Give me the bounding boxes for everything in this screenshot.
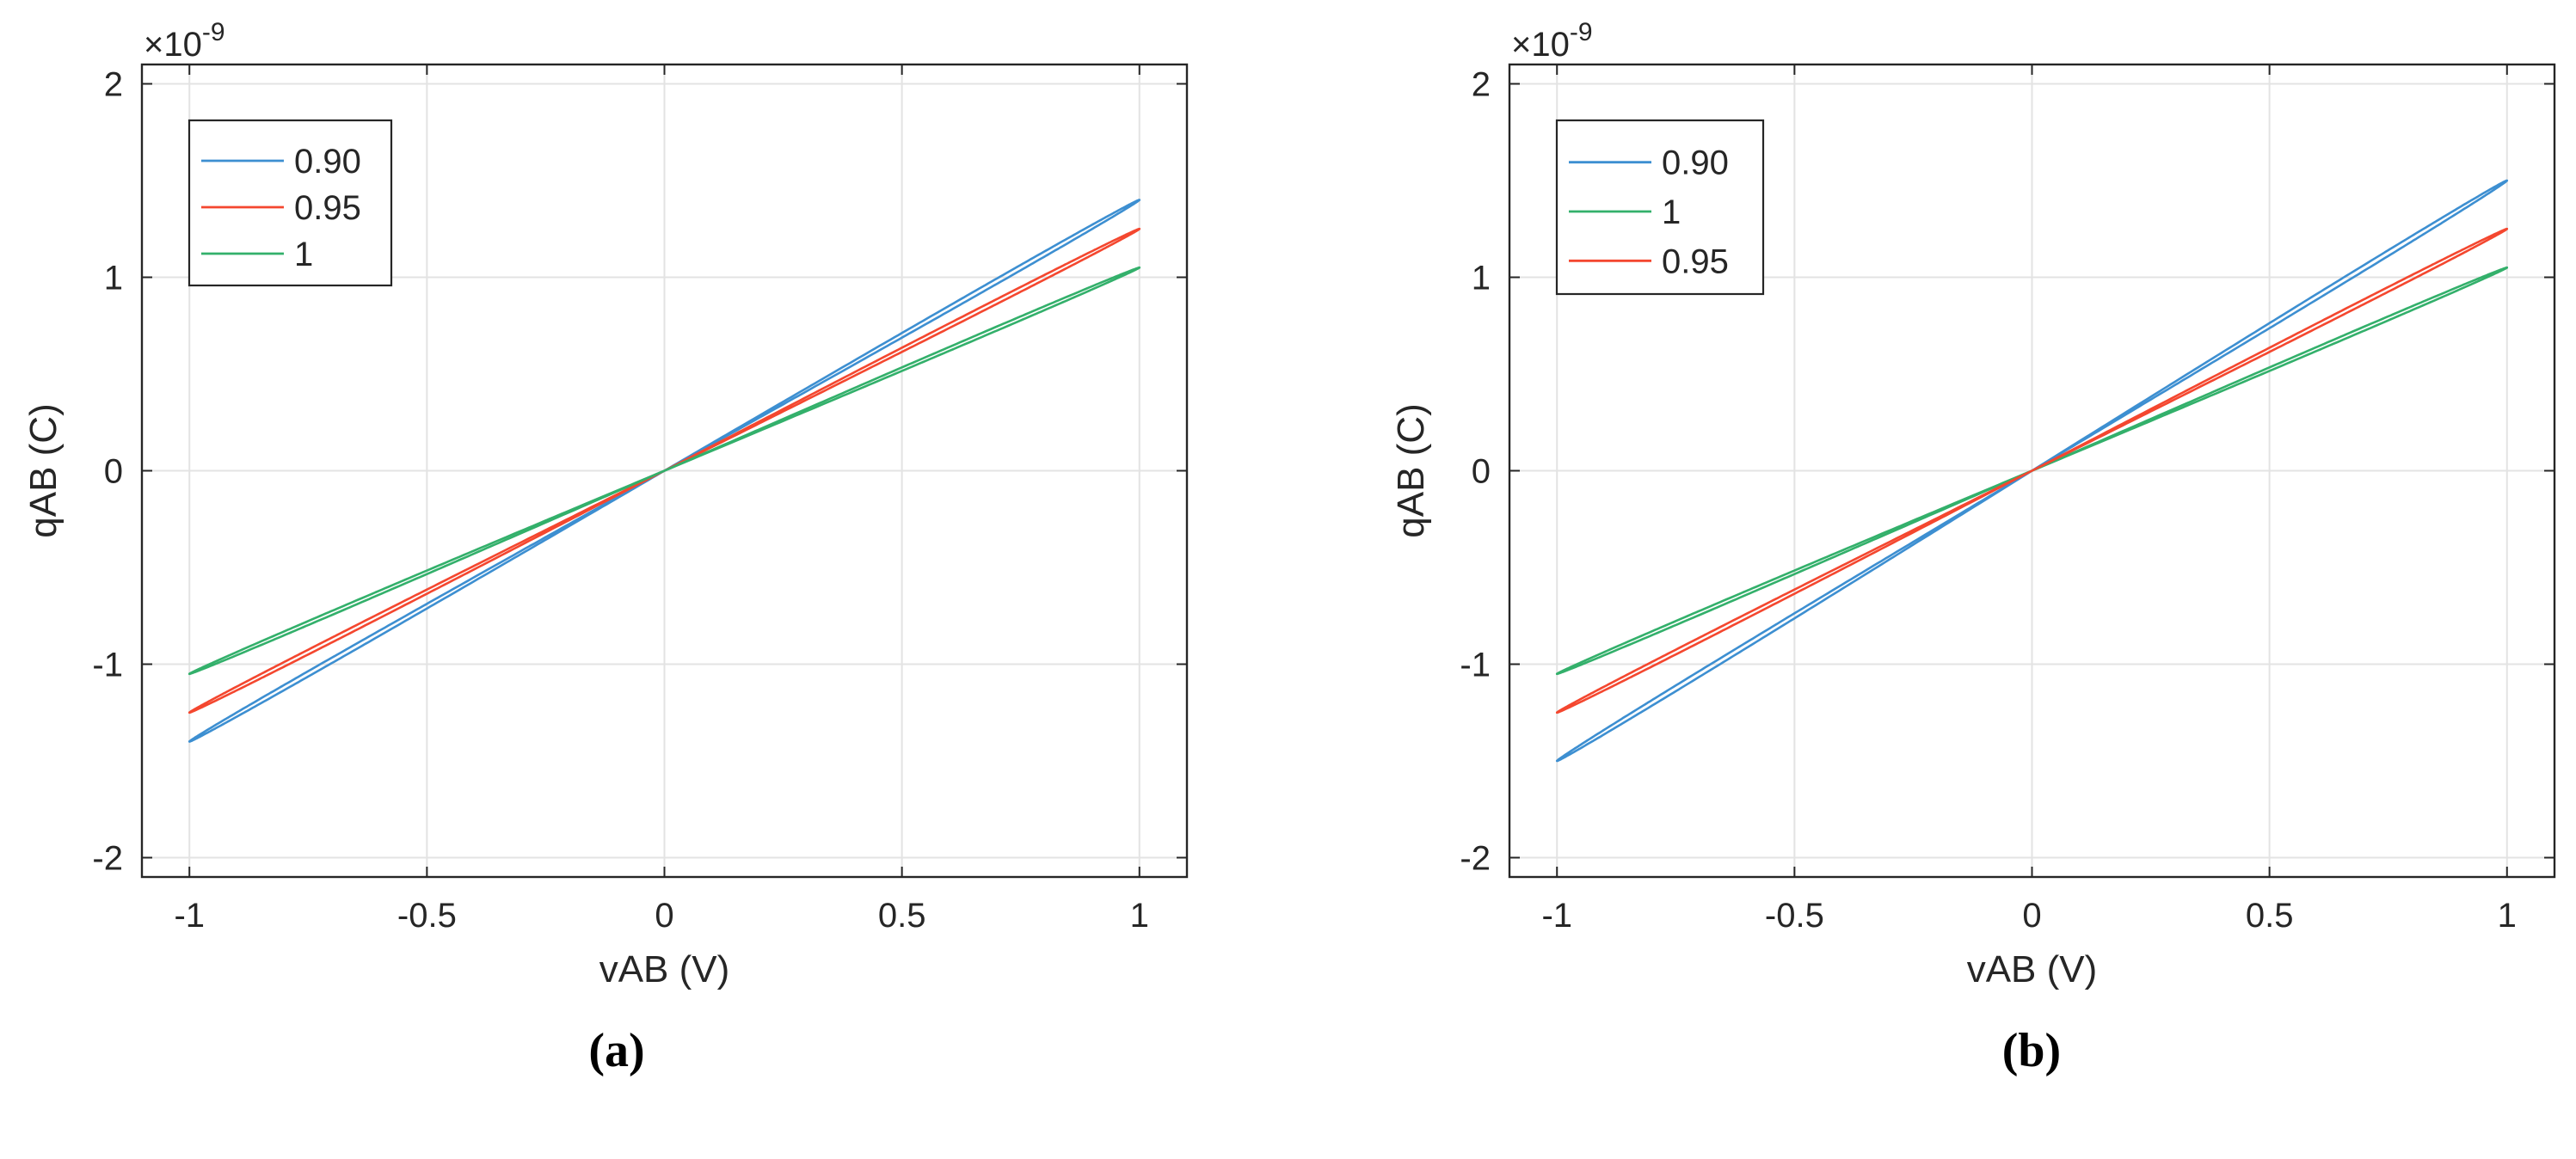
legend-entry-label: 0.90 — [1662, 144, 1729, 182]
y-tick-label: 2 — [104, 66, 123, 104]
y-exponent-label: ×10-9 — [144, 18, 225, 64]
legend-entry-label: 1 — [294, 236, 313, 273]
series-group — [188, 199, 1141, 743]
x-tick-label: 0 — [655, 897, 673, 935]
legend-entry-label: 0.95 — [294, 189, 361, 227]
y-tick-label: 1 — [1472, 260, 1491, 297]
series-group — [1555, 179, 2509, 763]
chart-panel-a: -1 -0.5 0 0.5 1 -2 -1 0 1 2 ×10-9 vAB (V) qAB (C) 0.9… — [22, 18, 1189, 1077]
legend-box — [188, 119, 393, 287]
x-tick-label: -1 — [1541, 897, 1572, 935]
y-tick-label: -1 — [1460, 647, 1491, 684]
x-tick-label: -0.5 — [397, 897, 457, 935]
chart-panel-b: -1 -0.5 0 0.5 1 -2 -1 0 1 2 ×10-9 vAB (V) qAB (C) 0.9… — [1390, 18, 2556, 1077]
legend-box — [1555, 119, 1765, 296]
y-tick-label: 0 — [1472, 453, 1491, 491]
y-tick-label: -2 — [1460, 840, 1491, 878]
x-tick-label: -1 — [174, 897, 205, 935]
legend-entry-label: 0.95 — [1662, 242, 1729, 280]
y-tick-label: -1 — [92, 647, 123, 684]
y-exponent-label: ×10-9 — [1511, 18, 1593, 64]
y-tick-label: 0 — [104, 453, 123, 491]
panel-caption: (a) — [588, 1024, 644, 1077]
x-tick-label: 0 — [2022, 897, 2041, 935]
y-axis-label: qAB (C) — [1390, 403, 1432, 537]
legend: 0.90 0.95 1 — [188, 119, 393, 287]
x-tick-label: -0.5 — [1765, 897, 1824, 935]
y-tick-label: 2 — [1472, 66, 1491, 104]
y-exponent-base: ×10 — [144, 26, 202, 64]
series-line-1 — [188, 266, 1141, 676]
legend: 0.90 1 0.95 — [1555, 119, 1765, 296]
y-exponent-base: ×10 — [1511, 26, 1570, 64]
y-exponent-power: -9 — [1570, 18, 1593, 46]
legend-entry-label: 0.90 — [294, 143, 361, 181]
y-exponent-power: -9 — [202, 18, 225, 46]
x-axis-label: vAB (V) — [1967, 948, 2098, 990]
y-tick-label: 1 — [104, 260, 123, 297]
series-line-0-95 — [1555, 227, 2509, 714]
legend-entry-label: 1 — [1662, 193, 1681, 231]
x-tick-label: 0.5 — [2246, 897, 2294, 935]
y-axis-label: qAB (C) — [22, 403, 65, 537]
y-tick-label: -2 — [92, 840, 123, 878]
x-axis-label: vAB (V) — [599, 948, 730, 990]
x-tick-label: 1 — [2498, 897, 2517, 935]
x-tick-label: 1 — [1130, 897, 1149, 935]
x-tick-label: 0.5 — [878, 897, 926, 935]
panel-caption: (b) — [2002, 1024, 2061, 1077]
